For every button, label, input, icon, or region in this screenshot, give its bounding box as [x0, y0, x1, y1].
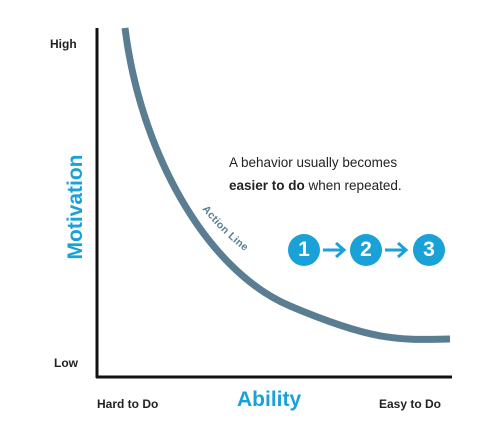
- step-arrows: [323, 241, 409, 259]
- step-1-badge: 1: [288, 234, 320, 266]
- step-3-badge: 3: [413, 234, 445, 266]
- x-axis-title: Ability: [237, 388, 302, 411]
- repetition-note: A behavior usually becomes easier to do …: [229, 151, 402, 197]
- note-line-1: A behavior usually becomes: [229, 155, 398, 170]
- y-axis-low-label: Low: [54, 356, 78, 370]
- y-axis-high-label: High: [50, 37, 77, 51]
- note-bold-text: easier to do: [229, 178, 305, 193]
- action-line-label: Action Line: [200, 203, 251, 253]
- y-axis-title: Motivation: [64, 154, 87, 260]
- x-axis-right-label: Easy to Do: [379, 397, 442, 411]
- step-2-badge: 2: [350, 234, 382, 266]
- note-line-2-rest: when repeated.: [304, 178, 402, 193]
- arrow-head-2-3: [397, 241, 409, 259]
- arrow-head-1-2: [335, 241, 347, 259]
- x-axis-left-label: Hard to Do: [97, 397, 159, 411]
